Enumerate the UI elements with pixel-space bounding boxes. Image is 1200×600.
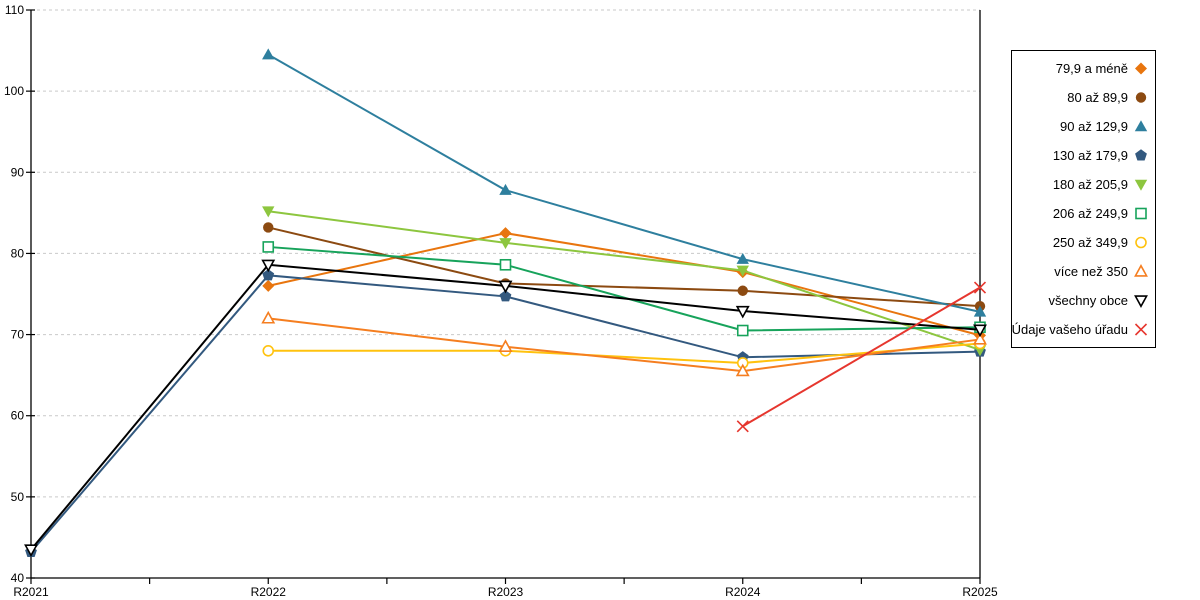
- x-tick-label: R2024: [725, 585, 761, 599]
- legend-item-label: 130 až 179,9: [1052, 148, 1128, 164]
- legend-item: 206 až 249,9: [1012, 199, 1155, 227]
- y-tick-label: 110: [5, 3, 24, 17]
- y-tick-label: 90: [11, 165, 25, 179]
- legend-box: 79,9 a méně 80 až 89,9 90 až 129,9 130 a…: [1011, 50, 1156, 348]
- x-tick-label: R2023: [488, 585, 524, 599]
- x-tick-label: R2025: [962, 585, 998, 599]
- series-line: [268, 210, 981, 351]
- triangle-marker-icon: [1133, 119, 1149, 134]
- y-tick-label: 40: [11, 571, 25, 585]
- x-tick-label: R2021: [13, 585, 49, 599]
- legend-item-label: 250 až 349,9: [1052, 234, 1128, 250]
- legend-item: 79,9 a méně: [1012, 55, 1155, 83]
- legend-item: 80 až 89,9: [1012, 84, 1155, 112]
- y-tick-label: 50: [11, 490, 25, 504]
- x-tick-label: R2022: [251, 585, 287, 599]
- legend-item-label: 79,9 a méně: [1055, 61, 1128, 77]
- series-line: [30, 274, 981, 553]
- y-tick-label: 60: [11, 409, 25, 423]
- circle-outline-marker-icon: [1133, 235, 1149, 250]
- circle-marker-icon: [1133, 90, 1149, 105]
- x-marker-icon: [1133, 322, 1149, 337]
- series-2: [262, 48, 987, 317]
- series-line: [268, 232, 981, 337]
- legend-item: všechny obce: [1012, 286, 1155, 314]
- legend-item-label: Údaje vašeho úřadu: [1011, 321, 1128, 337]
- legend-item: 90 až 129,9: [1012, 113, 1155, 141]
- gridlines: [31, 9, 980, 498]
- legend-item: 250 až 349,9: [1012, 228, 1155, 256]
- y-tick-label: 80: [11, 246, 25, 260]
- series-8: [24, 259, 987, 558]
- legend-item: Údaje vašeho úřadu: [1012, 315, 1155, 343]
- legend-item-label: všechny obce: [1048, 292, 1129, 308]
- series-4: [262, 206, 987, 357]
- legend-item: více než 350: [1012, 257, 1155, 285]
- legend-item-label: více než 350: [1054, 263, 1128, 279]
- series-9: [736, 281, 987, 433]
- series-7: [261, 310, 987, 377]
- triangle-down-outline-marker-icon: [1133, 293, 1149, 308]
- legend-item: 130 až 179,9: [1012, 142, 1155, 170]
- series-line: [742, 286, 981, 428]
- series-line: [268, 317, 981, 373]
- diamond-marker-icon: [1133, 61, 1149, 76]
- legend-item: 180 až 205,9: [1012, 171, 1155, 199]
- triangle-down-marker-icon: [1133, 177, 1149, 192]
- series-line: [267, 53, 981, 313]
- series-line: [268, 342, 981, 364]
- series-3: [25, 269, 986, 558]
- y-tick-label: 100: [4, 84, 24, 98]
- series-line: [268, 226, 981, 308]
- legend-item-label: 90 až 129,9: [1060, 119, 1128, 135]
- series-line: [30, 263, 981, 551]
- square-outline-marker-icon: [1133, 206, 1149, 221]
- pentagon-marker-icon: [1133, 148, 1149, 163]
- y-tick-label: 70: [11, 328, 25, 342]
- axes: 40 50 60 70 80 90 100 110 R2021 R2022 R2023 R2024 R2…: [4, 3, 998, 599]
- triangle-outline-marker-icon: [1133, 263, 1149, 279]
- legend-item-label: 80 až 89,9: [1067, 90, 1128, 106]
- legend-item-label: 206 až 249,9: [1052, 205, 1128, 221]
- legend-item-label: 180 až 205,9: [1052, 177, 1128, 193]
